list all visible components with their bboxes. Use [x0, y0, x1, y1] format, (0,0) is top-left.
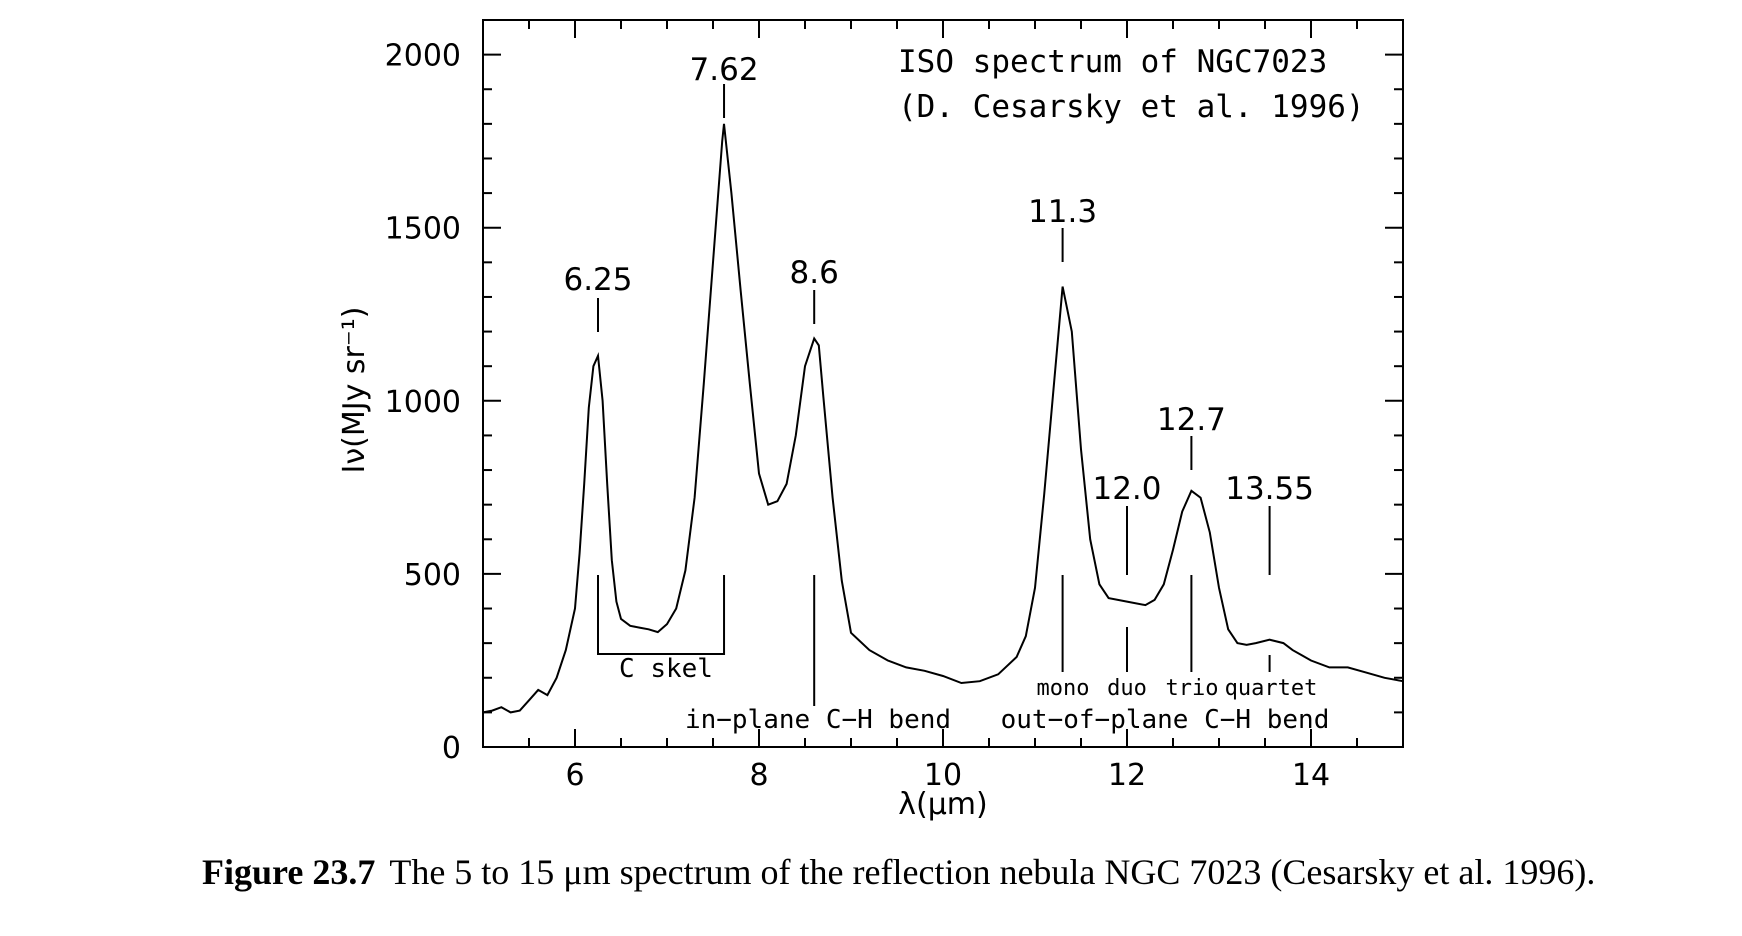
peak-label: 13.55 [1225, 471, 1314, 507]
caption-text: The 5 to 15 μm spectrum of the reflectio… [389, 852, 1596, 892]
figure-caption: Figure 23.7 The 5 to 15 μm spectrum of th… [202, 848, 1622, 896]
x-tick-label: 10 [924, 758, 962, 793]
annotation-duo: duo [1107, 676, 1147, 701]
annotation-c-skel: C skel [619, 654, 713, 684]
y-tick-label: 0 [442, 731, 461, 766]
peak-label: 12.7 [1157, 402, 1226, 438]
annotation-quartet: quartet [1225, 676, 1318, 701]
x-tick-label: 6 [565, 758, 584, 793]
y-tick-label: 1500 [385, 212, 461, 247]
peak-label: 6.25 [563, 262, 632, 298]
y-tick-label: 1000 [385, 385, 461, 420]
spectrum-chart: 6 8 10 12 14 0 500 1000 1500 2000 6.25 7.62 8.6 11.… [337, 19, 1404, 822]
y-tick-labels: 0 500 1000 1500 2000 [385, 39, 461, 766]
chart-subtitle: (D. Cesarsky et al. 1996) [898, 89, 1365, 125]
peak-label: 7.62 [690, 52, 759, 88]
x-tick-labels: 6 8 10 12 14 [565, 758, 1330, 793]
peak-markers: 6.25 7.62 8.6 11.3 12.0 12.7 13.55 [563, 52, 1314, 575]
annotation-mono: mono [1037, 676, 1090, 701]
y-tick-label: 500 [404, 558, 461, 593]
annotation-trio: trio [1166, 676, 1219, 701]
x-tick-label: 14 [1292, 758, 1330, 793]
x-tick-label: 12 [1108, 758, 1146, 793]
peak-label: 11.3 [1028, 194, 1097, 230]
peak-label: 12.0 [1092, 471, 1161, 507]
axis-ticks [482, 20, 1404, 748]
x-axis-label: λ(μm) [898, 787, 987, 822]
caption-label: Figure 23.7 [202, 852, 376, 892]
plot-frame [482, 19, 1404, 748]
annotation-in-plane: in−plane C−H bend [685, 705, 951, 735]
annotation-markers [597, 575, 1271, 706]
spectrum-line [482, 123, 1404, 714]
peak-label: 8.6 [790, 255, 839, 291]
c-skel-bracket [597, 575, 726, 655]
y-tick-label: 2000 [385, 39, 461, 74]
chart-title: ISO spectrum of NGC7023 [898, 44, 1327, 80]
x-tick-label: 8 [749, 758, 768, 793]
y-axis-label: Iν(MJy sr⁻¹) [337, 307, 372, 474]
annotation-out-of-plane: out−of−plane C−H bend [1001, 705, 1330, 735]
